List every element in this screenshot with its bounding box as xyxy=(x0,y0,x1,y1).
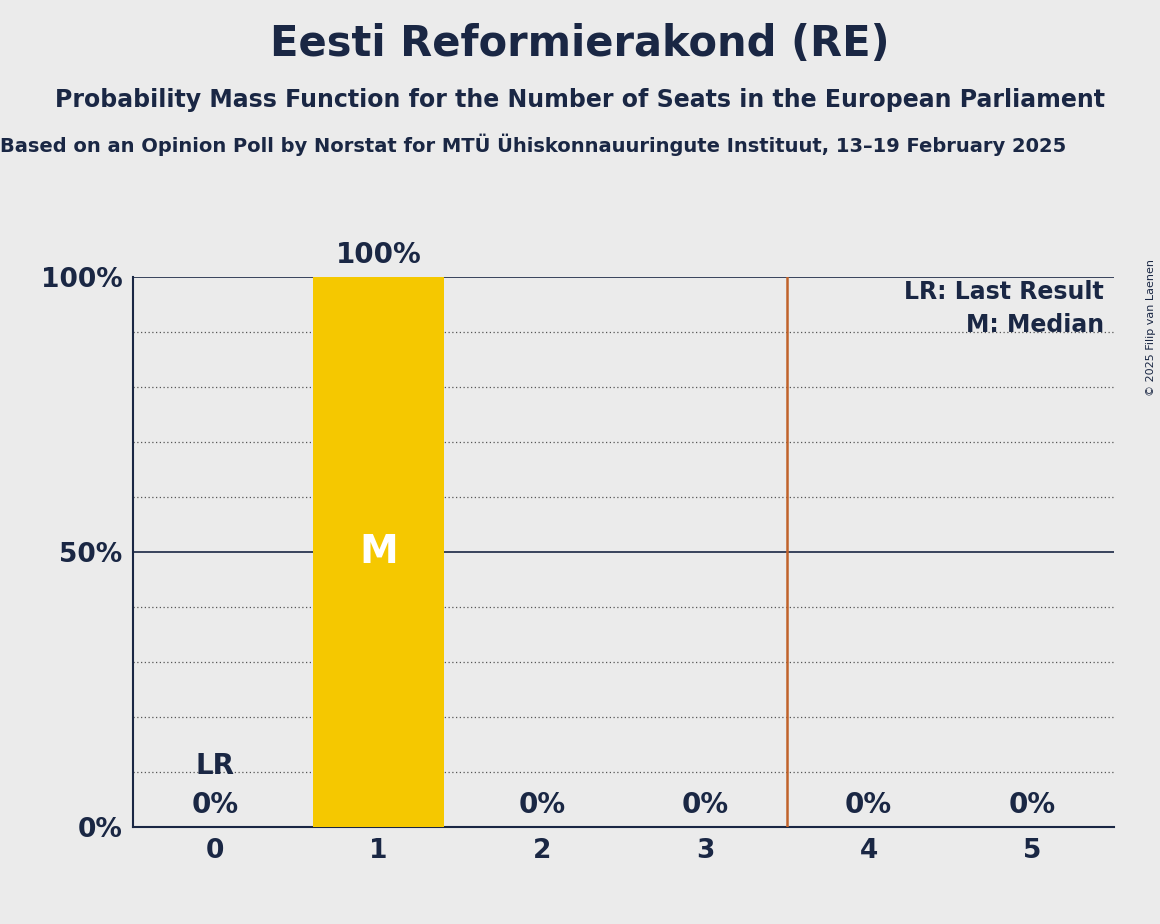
Text: Probability Mass Function for the Number of Seats in the European Parliament: Probability Mass Function for the Number… xyxy=(55,88,1105,112)
Text: LR: LR xyxy=(196,752,234,780)
Text: 0%: 0% xyxy=(682,791,728,819)
Text: 0%: 0% xyxy=(519,791,565,819)
Text: 0%: 0% xyxy=(191,791,239,819)
Text: 0%: 0% xyxy=(844,791,892,819)
Bar xyxy=(313,277,444,827)
Text: M: Median: M: Median xyxy=(965,313,1104,337)
Text: © 2025 Filip van Laenen: © 2025 Filip van Laenen xyxy=(1146,259,1155,395)
Text: LR: Last Result: LR: Last Result xyxy=(904,280,1104,304)
Text: Based on an Opinion Poll by Norstat for MTÜ Ühiskonnauuringute Instituut, 13–19 : Based on an Opinion Poll by Norstat for … xyxy=(0,134,1066,156)
Text: 0%: 0% xyxy=(1008,791,1056,819)
Text: M: M xyxy=(360,533,398,571)
Text: Eesti Reformierakond (RE): Eesti Reformierakond (RE) xyxy=(270,23,890,65)
Text: 100%: 100% xyxy=(335,241,421,269)
